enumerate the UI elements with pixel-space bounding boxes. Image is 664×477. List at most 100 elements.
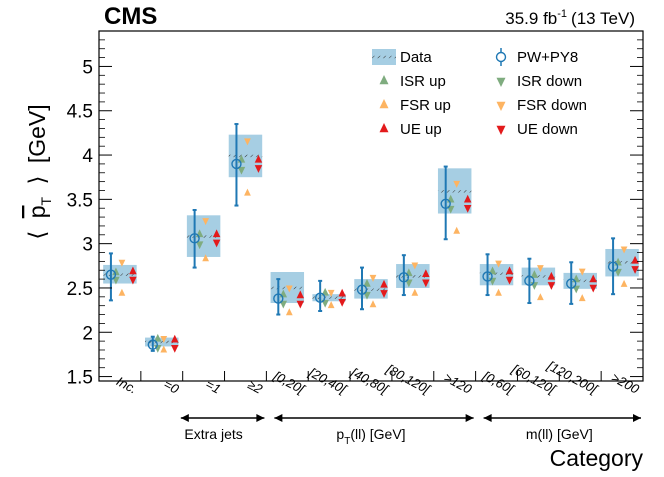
data-line-3 bbox=[228, 154, 263, 158]
group-arrowhead-left-1 bbox=[274, 414, 283, 422]
lumi-energy: (13 TeV) bbox=[571, 9, 635, 28]
legend-symbol-ue_down bbox=[496, 125, 506, 135]
x-tick-label-5: [20,40[ bbox=[306, 364, 350, 397]
x-tick-label-4: [0,20[ bbox=[270, 368, 308, 398]
ue-down-marker-9 bbox=[505, 276, 514, 285]
fsr-up-marker-4 bbox=[285, 308, 293, 316]
ue-up-marker-11 bbox=[589, 274, 597, 283]
pwpy8-marker-12 bbox=[607, 261, 619, 272]
ue-down-marker-5 bbox=[338, 298, 346, 307]
isr-down-marker-10 bbox=[530, 282, 539, 290]
legend-symbol-pwpy8-circle bbox=[495, 51, 507, 63]
x-tick-label-7: [80,120[ bbox=[383, 361, 434, 397]
x-tick-label-8: >120 bbox=[441, 370, 475, 397]
ue-up-marker-3 bbox=[254, 154, 263, 163]
fsr-down-marker-11 bbox=[578, 268, 586, 276]
pwpy8-marker-9 bbox=[482, 271, 493, 282]
pwpy8-marker-3 bbox=[231, 158, 242, 170]
pwpy8-marker-11 bbox=[566, 278, 577, 289]
x-tick-label-3: ≥2 bbox=[245, 377, 265, 397]
fsr-up-marker-1 bbox=[160, 345, 168, 353]
isr-down-marker-2 bbox=[195, 241, 204, 250]
ue-up-marker-9 bbox=[505, 266, 514, 275]
y-axis: 1.5 2 2.5 3 3.5 4 4.5 5 bbox=[67, 30, 643, 389]
ue-down-marker-10 bbox=[547, 282, 556, 290]
fsr-up-marker-8 bbox=[453, 226, 461, 234]
isr-down-marker-1 bbox=[154, 345, 162, 353]
data-line-10 bbox=[521, 275, 556, 278]
data-line-8 bbox=[437, 190, 472, 193]
data-line-9 bbox=[479, 272, 514, 275]
isr-up-marker-0 bbox=[112, 267, 120, 276]
y-axis-label: ⟨ pT ⟩ [GeV] bbox=[24, 104, 56, 239]
ue-down-marker-0 bbox=[129, 276, 137, 285]
svg-text:⟨ pT ⟩ [GeV]: ⟨ pT ⟩ [GeV] bbox=[24, 104, 56, 239]
legend-label-isr_up: ISR up bbox=[400, 73, 446, 90]
pwpy8-marker-2 bbox=[189, 233, 200, 244]
ue-down-marker-7 bbox=[422, 279, 430, 288]
fsr-down-marker-0 bbox=[118, 259, 126, 267]
ue-down-marker-12 bbox=[631, 266, 639, 274]
y-tick-label-4: 3.5 bbox=[67, 190, 93, 211]
fsr-down-marker-6 bbox=[369, 274, 377, 282]
ue-up-marker-4 bbox=[296, 290, 305, 299]
fsr-up-marker-7 bbox=[411, 288, 419, 296]
y-tick-label-0: 1.5 bbox=[67, 368, 93, 389]
fsr-up-marker-6 bbox=[369, 300, 377, 308]
ue-up-marker-8 bbox=[463, 194, 472, 203]
fsr-down-marker-3 bbox=[244, 138, 251, 146]
legend-symbol-fsr_up bbox=[379, 99, 389, 109]
cms-label: CMS bbox=[104, 3, 157, 30]
category-groups: Extra jets pT(ll) [GeV] m(ll) [GeV] bbox=[180, 414, 641, 447]
x-tick-label-0: Inc. bbox=[114, 374, 140, 397]
group-arrowhead-right-2 bbox=[633, 414, 641, 422]
ue-up-marker-10 bbox=[547, 271, 556, 280]
error-bars-layer bbox=[108, 123, 616, 352]
fsr-up-marker-2 bbox=[202, 254, 209, 262]
data-line-2 bbox=[186, 235, 221, 238]
ue-up-marker-1 bbox=[171, 334, 179, 343]
lumi-label: 35.9 fb-1 (13 TeV) bbox=[505, 8, 635, 28]
group-label-main-0: Extra jets bbox=[184, 426, 242, 442]
plot-frame bbox=[98, 30, 644, 382]
fsr-down-marker-8 bbox=[453, 180, 461, 188]
ue-up-marker-7 bbox=[422, 269, 430, 277]
fsr-up-marker-12 bbox=[620, 279, 628, 287]
ue-up-marker-2 bbox=[212, 229, 221, 238]
y-tick-label-5: 4 bbox=[82, 146, 93, 167]
x-tick-label-6: [40,80[ bbox=[348, 364, 392, 397]
y-tick-label-2: 2.5 bbox=[67, 279, 93, 300]
lumi-value: 35.9 fb bbox=[505, 9, 557, 28]
pwpy8-marker-7 bbox=[398, 272, 410, 283]
y-label-close: ⟩ bbox=[24, 176, 50, 185]
group-label-1: pT(ll) [GeV] bbox=[336, 426, 405, 447]
fsr-down-marker-7 bbox=[411, 262, 419, 270]
fsr-down-marker-10 bbox=[537, 265, 544, 273]
legend-symbol-isr_up bbox=[379, 75, 389, 85]
data-bands-layer bbox=[103, 134, 639, 347]
fsr-down-marker-5 bbox=[327, 289, 335, 297]
y-tick-label-7: 5 bbox=[82, 57, 93, 78]
x-tick-label-2: =1 bbox=[203, 376, 223, 396]
y-tick-label-3: 3 bbox=[82, 235, 93, 256]
x-axis-label: Category bbox=[550, 445, 644, 471]
data-line-1 bbox=[145, 340, 179, 344]
pwpy8-marker-6 bbox=[356, 284, 368, 295]
isr-up-marker-6 bbox=[363, 278, 371, 287]
group-arrowhead-right-1 bbox=[465, 414, 474, 422]
data-line-5 bbox=[312, 296, 346, 299]
legend-label-ue_up: UE up bbox=[400, 121, 442, 138]
legend-symbol-ue_up bbox=[379, 123, 389, 133]
markers-layer bbox=[105, 138, 639, 353]
fsr-up-marker-5 bbox=[327, 301, 335, 309]
data-line-7 bbox=[396, 275, 430, 278]
group-arrowhead-left-0 bbox=[180, 414, 189, 422]
group-label-2: m(ll) [GeV] bbox=[526, 426, 593, 442]
y-label-sub: T bbox=[38, 196, 54, 205]
y-label-unit: [GeV] bbox=[24, 104, 50, 163]
legend-label-data: Data bbox=[400, 49, 432, 66]
group-label-main-1: p bbox=[336, 426, 344, 442]
fsr-up-marker-10 bbox=[537, 293, 544, 301]
fsr-up-marker-9 bbox=[495, 288, 502, 296]
